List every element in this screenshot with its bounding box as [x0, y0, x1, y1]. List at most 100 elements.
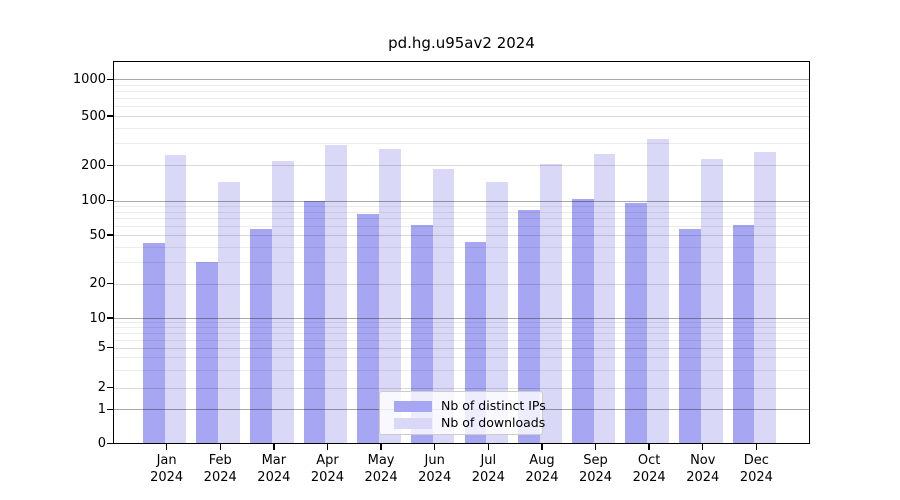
legend-item-distinct-ips: Nb of distinct IPs — [394, 398, 546, 414]
x-tick-month: Jul — [480, 453, 497, 468]
x-tick — [648, 444, 650, 450]
gridline-minor — [114, 205, 809, 207]
x-tick-label: Nov 2024 — [673, 452, 733, 486]
x-tick-year: 2024 — [525, 470, 559, 485]
bar-distinct-ips-jan — [142, 242, 165, 444]
x-tick — [165, 444, 168, 450]
y-tick — [107, 386, 113, 389]
gridline-minor — [114, 339, 809, 341]
x-tick-month: Nov — [690, 453, 716, 468]
x-tick-label: Dec 2024 — [726, 452, 786, 486]
x-tick-year: 2024 — [686, 470, 720, 485]
x-tick-year: 2024 — [739, 470, 773, 485]
gridline-minor — [114, 322, 809, 324]
gridline-minor — [114, 98, 809, 100]
x-tick-label: May 2024 — [351, 452, 411, 486]
gridline — [114, 116, 809, 117]
legend-label-distinct-ips: Nb of distinct IPs — [441, 398, 546, 413]
gridline-minor — [114, 262, 809, 264]
bar-downloads-jan — [164, 154, 187, 444]
gridline — [114, 165, 809, 167]
x-tick — [755, 444, 758, 450]
gridline-minor — [114, 357, 809, 359]
x-tick — [326, 444, 329, 450]
x-tick-label: Jul 2024 — [458, 452, 518, 486]
x-tick-month: Apr — [316, 453, 339, 468]
chart-title: pd.hg.u95av2 2024 — [388, 34, 535, 52]
y-tick-label: 500 — [81, 108, 106, 124]
bar-downloads-may — [379, 149, 401, 444]
y-tick — [107, 317, 113, 319]
legend-item-downloads: Nb of downloads — [394, 415, 546, 431]
legend-swatch-downloads — [394, 417, 432, 429]
y-tick-label: 0 — [97, 436, 106, 451]
x-tick-label: Oct 2024 — [619, 452, 679, 486]
x-tick-label: Mar 2024 — [244, 452, 304, 486]
x-tick-year: 2024 — [364, 470, 398, 485]
y-tick-label: 1000 — [72, 71, 106, 87]
bar-downloads-jun — [432, 168, 455, 444]
x-tick-label: Apr 2024 — [297, 452, 357, 486]
x-tick-month: Feb — [208, 453, 232, 468]
gridline-minor — [114, 84, 809, 86]
bar-distinct-ips-feb — [196, 262, 219, 444]
bar-downloads-apr — [325, 144, 348, 444]
y-tick — [107, 234, 113, 236]
bar-distinct-ips-jun — [410, 225, 433, 444]
y-tick — [107, 164, 113, 166]
x-tick-year: 2024 — [203, 470, 237, 485]
gridline — [114, 235, 809, 236]
x-tick-year: 2024 — [578, 470, 613, 485]
y-tick — [107, 408, 113, 410]
gridline-minor — [114, 327, 809, 329]
bar-distinct-ips-sep — [571, 199, 594, 444]
x-tick — [380, 444, 382, 450]
bar-downloads-aug — [539, 164, 562, 444]
y-tick-label: 20 — [89, 276, 106, 291]
bar-distinct-ips-apr — [303, 200, 326, 444]
gridline-major — [114, 200, 809, 202]
gridline-minor — [114, 106, 809, 108]
bar-downloads-mar — [271, 161, 294, 444]
x-tick — [219, 444, 221, 450]
y-tick — [107, 115, 113, 117]
y-tick-label: 2 — [97, 380, 106, 395]
x-tick-month: Mar — [261, 453, 287, 468]
gridline-minor — [114, 225, 809, 227]
x-tick-year: 2024 — [418, 470, 452, 485]
legend: Nb of distinct IPs Nb of downloads — [379, 391, 546, 435]
gridline-minor — [114, 218, 809, 220]
x-tick — [594, 444, 597, 450]
y-tick-label: 100 — [81, 193, 106, 209]
legend-swatch-distinct-ips — [394, 400, 432, 412]
bar-distinct-ips-may — [357, 213, 380, 444]
x-tick-year: 2024 — [632, 470, 666, 485]
bar-distinct-ips-nov — [678, 229, 701, 444]
y-tick-label: 200 — [81, 157, 106, 173]
gridline-minor — [114, 246, 809, 248]
x-tick-year: 2024 — [310, 470, 344, 485]
x-tick-label: Feb 2024 — [190, 452, 250, 486]
x-tick-month: Jun — [424, 453, 445, 468]
x-tick-month: May — [367, 453, 395, 468]
bar-downloads-jul — [486, 181, 509, 444]
y-tick-label: 1 — [97, 401, 106, 417]
gridline — [114, 387, 809, 389]
legend-label-downloads: Nb of downloads — [441, 415, 546, 430]
gridline — [114, 347, 809, 349]
y-tick — [107, 200, 113, 202]
bar-distinct-ips-mar — [250, 229, 272, 444]
bar-distinct-ips-oct — [625, 202, 648, 444]
x-tick-month: Sep — [583, 453, 608, 468]
gridline-minor — [114, 211, 809, 213]
bar-downloads-dec — [754, 152, 777, 444]
x-tick-month: Aug — [529, 453, 555, 468]
x-tick-year: 2024 — [150, 470, 184, 485]
gridline — [114, 283, 809, 285]
y-tick-label: 5 — [97, 340, 106, 355]
y-tick — [107, 282, 113, 285]
gridline-minor — [114, 333, 809, 335]
x-tick-label: Sep 2024 — [566, 452, 626, 486]
y-tick — [107, 346, 113, 349]
